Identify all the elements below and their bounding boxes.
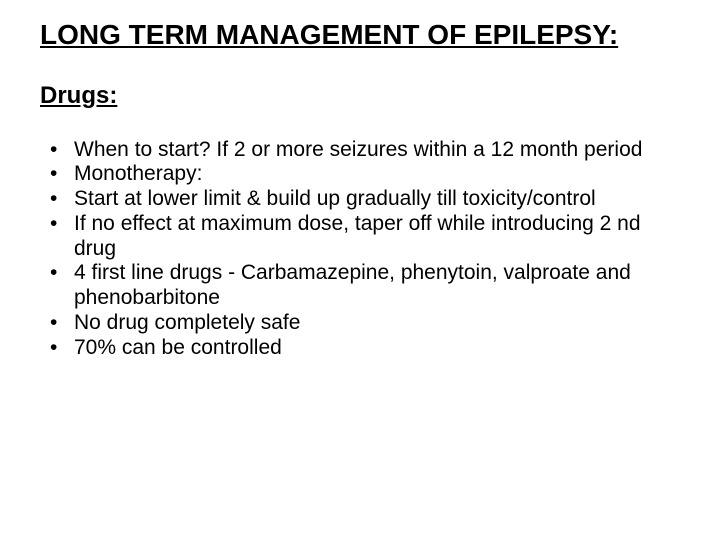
list-item: Monotherapy: — [40, 162, 680, 187]
list-item: No drug completely safe — [40, 311, 680, 336]
list-item: If no effect at maximum dose, taper off … — [40, 212, 680, 262]
list-item: 4 first line drugs - Carbamazepine, phen… — [40, 261, 680, 311]
list-item: When to start? If 2 or more seizures wit… — [40, 138, 680, 163]
list-item: Start at lower limit & build up graduall… — [40, 187, 680, 212]
slide: LONG TERM MANAGEMENT OF EPILEPSY: Drugs:… — [0, 0, 720, 540]
bullet-list: When to start? If 2 or more seizures wit… — [40, 138, 680, 361]
slide-title: LONG TERM MANAGEMENT OF EPILEPSY: — [40, 18, 680, 52]
slide-subheading: Drugs: — [40, 82, 680, 110]
list-item: 70% can be controlled — [40, 336, 680, 361]
